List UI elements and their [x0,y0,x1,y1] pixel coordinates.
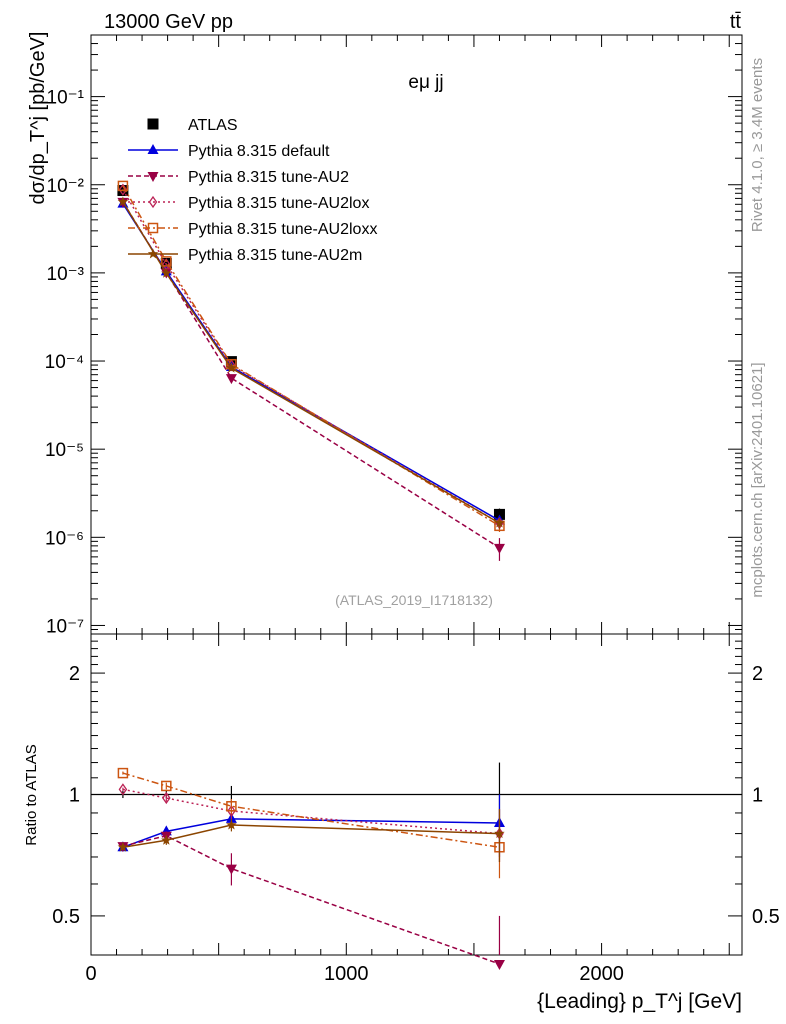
ratio-data-point [117,767,129,779]
ratio-series-5 [117,809,505,863]
main-y-tick-label: 10⁻² [47,176,85,197]
main-panel: 10⁻⁷ 10⁻⁶ 10⁻⁵ 10⁻⁴ 10⁻³ 10⁻² 10⁻¹ [45,34,743,637]
ratio-data-point [161,834,172,845]
ratio-series-line [122,788,500,835]
ratio-data-point [225,864,237,875]
legend-marker [147,248,159,259]
ratio-y-tick-label-right: 2 [752,663,763,685]
ratio-data-point [117,841,129,852]
main-series-5 [117,196,505,529]
main-data-point [226,362,237,373]
legend-entry: Pythia 8.315 tune-AU2 [128,169,349,186]
y-axis-label-main: dσ/dp_T^j [pb/GeV] [27,32,49,205]
main-series-line [122,189,500,524]
main-y-tick-label: 10⁻³ [47,264,85,285]
ratio-series-2 [117,831,505,970]
ratio-y-tick-label: 0.5 [52,906,80,928]
ratio-data-point [493,959,505,970]
ratio-data-point [226,801,237,812]
ratio-series-line [122,824,500,848]
ratio-x-tick-label: 2000 [579,963,624,985]
analysis-annotation: (ATLAS_2019_I1718132) [335,592,493,608]
main-data-point [118,183,128,196]
x-axis-label: {Leading} p_T^j [GeV] [537,990,742,1013]
legend-label: Pythia 8.315 tune-AU2m [188,247,362,264]
y-axis-label-ratio: Ratio to ATLAS [23,744,40,845]
legend-marker [147,222,159,234]
main-y-tick-label: 10⁻¹ [47,88,85,109]
ratio-series-1 [117,794,505,857]
main-data-point [117,180,129,192]
main-data-point [161,267,172,278]
legend-entry: Pythia 8.315 tune-AU2m [128,247,362,264]
legend: ATLAS Pythia 8.315 default Pythia 8.315 tu… [128,117,377,264]
ratio-data-point [226,819,237,830]
ratio-x-tick-label: 1000 [324,963,369,985]
main-data-point [225,374,237,385]
ratio-series-line [122,772,500,848]
main-data-point [493,543,505,554]
ratio-panel: 0.5 0.5 1 1 2 2 0 1000 2000 [52,633,780,985]
ratio-series-4 [117,767,505,879]
legend-entry: Pythia 8.315 tune-AU2loxx [128,221,377,238]
ratio-data-point [118,783,128,796]
main-y-tick-label: 10⁻⁵ [45,440,84,461]
main-y-tick-label: 10⁻⁷ [46,616,84,637]
ratio-x-tick-label: 0 [85,963,96,985]
legend-marker [147,144,159,154]
side-label-top: Rivet 4.1.0, ≥ 3.4M events [749,58,766,232]
header-left: 13000 GeV pp [104,11,233,33]
legend-marker [147,172,159,182]
header-right: tt̄ [730,11,742,33]
main-title: eμ jj [408,72,443,93]
main-data-point [493,508,505,520]
ratio-data-point [227,804,236,818]
main-y-tick-label: 10⁻⁴ [45,352,84,373]
main-y-tick-label: 10⁻⁶ [45,528,84,549]
legend-entry: Pythia 8.315 default [128,143,330,160]
legend-label: Pythia 8.315 tune-AU2 [188,169,349,186]
legend-label: Pythia 8.315 tune-AU2lox [188,195,369,212]
legend-label: Pythia 8.315 tune-AU2loxx [188,221,377,238]
ratio-series-3 [118,783,504,863]
main-data-point [161,256,172,267]
y-axis-label-main-text: dσ/dp_T^j [pb/GeV] [27,32,49,205]
main-data-point [494,517,505,528]
legend-label: ATLAS [188,117,238,134]
ratio-series-line [122,818,500,848]
legend-label: Pythia 8.315 default [188,143,330,160]
ratio-data-point [161,780,172,792]
ratio-y-tick-label: 1 [69,785,80,807]
legend-entry: Pythia 8.315 tune-AU2lox [128,195,369,212]
main-series-line [122,201,500,524]
ratio-series-0 [122,762,501,834]
legend-marker [147,118,159,130]
legend-marker [148,195,158,209]
ratio-data-point [494,828,505,839]
ratio-y-tick-label: 2 [69,663,80,685]
ratio-series-line [122,834,500,965]
ratio-y-tick-label-right: 1 [752,785,763,807]
ratio-data-point [162,791,171,805]
ratio-y-tick-label-right: 0.5 [752,906,780,928]
main-data-point [117,196,129,207]
legend-entry: ATLAS [147,117,238,134]
side-label-bottom: mcplots.cern.ch [arXiv:2401.10621] [749,362,766,597]
